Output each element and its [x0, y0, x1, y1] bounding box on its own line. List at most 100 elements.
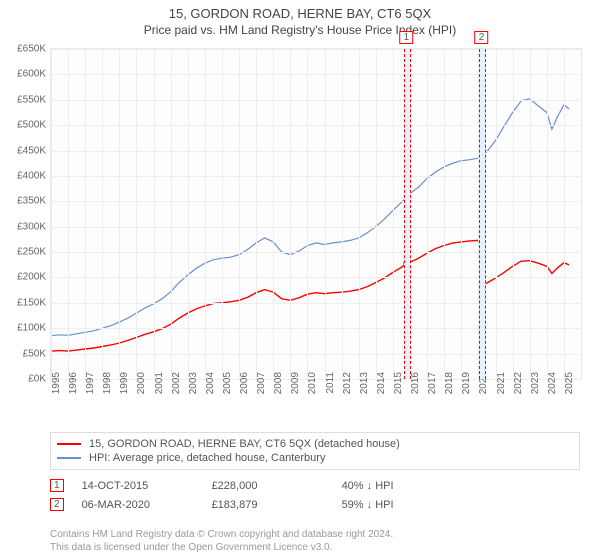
x-tick-label: 2000 [136, 372, 147, 402]
gridline-v [376, 49, 377, 379]
sale-pct: 59% ↓ HPI [342, 499, 472, 511]
gridline-v [393, 49, 394, 379]
gridline-v [461, 49, 462, 379]
x-tick-label: 2004 [205, 372, 216, 402]
y-tick-label: £300K [1, 221, 46, 232]
x-tick-label: 1998 [102, 372, 113, 402]
y-tick-label: £250K [1, 247, 46, 258]
gridline-v [496, 49, 497, 379]
gridline-h [51, 303, 581, 304]
gridline-v [205, 49, 206, 379]
gridline-v [307, 49, 308, 379]
series-line [51, 99, 569, 336]
gridline-v [154, 49, 155, 379]
chart-subtitle: Price paid vs. HM Land Registry's House … [0, 21, 600, 41]
x-tick-label: 2021 [496, 372, 507, 402]
legend-label: HPI: Average price, detached house, Cant… [89, 452, 325, 464]
gridline-v [427, 49, 428, 379]
gridline-h [51, 252, 581, 253]
y-tick-label: £100K [1, 323, 46, 334]
x-tick-label: 2003 [188, 372, 199, 402]
sale-row: 114-OCT-2015£228,00040% ↓ HPI [50, 476, 580, 495]
x-tick-label: 1995 [51, 372, 62, 402]
legend-swatch [57, 457, 81, 459]
gridline-h [51, 227, 581, 228]
gridline-h [51, 74, 581, 75]
line-layer [51, 49, 581, 379]
x-tick-label: 2007 [256, 372, 267, 402]
gridline-h [51, 277, 581, 278]
y-tick-label: £0K [1, 374, 46, 385]
sale-band-label: 2 [475, 31, 489, 44]
y-tick-label: £200K [1, 272, 46, 283]
gridline-v [273, 49, 274, 379]
gridline-v [239, 49, 240, 379]
y-tick-label: £50K [1, 348, 46, 359]
sale-price: £183,879 [212, 499, 342, 511]
y-tick-label: £400K [1, 170, 46, 181]
gridline-v [256, 49, 257, 379]
footer-text: Contains HM Land Registry data © Crown c… [50, 528, 580, 554]
x-tick-label: 2017 [427, 372, 438, 402]
gridline-h [51, 100, 581, 101]
gridline-h [51, 201, 581, 202]
legend-label: 15, GORDON ROAD, HERNE BAY, CT6 5QX (det… [89, 438, 400, 450]
gridline-v [68, 49, 69, 379]
legend-swatch [57, 443, 81, 445]
x-tick-label: 2010 [307, 372, 318, 402]
gridline-v [85, 49, 86, 379]
x-tick-label: 2011 [325, 372, 336, 402]
sale-price: £228,000 [212, 480, 342, 492]
sales-table: 114-OCT-2015£228,00040% ↓ HPI206-MAR-202… [50, 476, 580, 514]
gridline-v [136, 49, 137, 379]
footer-line1: Contains HM Land Registry data © Crown c… [50, 528, 580, 541]
sale-date: 14-OCT-2015 [82, 480, 212, 492]
chart-title: 15, GORDON ROAD, HERNE BAY, CT6 5QX [0, 0, 600, 21]
legend-row: HPI: Average price, detached house, Cant… [57, 451, 573, 465]
x-tick-label: 2018 [444, 372, 455, 402]
footer-line2: This data is licensed under the Open Gov… [50, 541, 580, 554]
y-tick-label: £350K [1, 196, 46, 207]
gridline-v [359, 49, 360, 379]
x-tick-label: 2006 [239, 372, 250, 402]
gridline-v [119, 49, 120, 379]
x-tick-label: 2016 [410, 372, 421, 402]
series-line [51, 240, 569, 351]
x-tick-label: 2015 [393, 372, 404, 402]
gridline-v [513, 49, 514, 379]
x-tick-label: 2023 [530, 372, 541, 402]
gridline-v [290, 49, 291, 379]
legend: 15, GORDON ROAD, HERNE BAY, CT6 5QX (det… [50, 432, 580, 470]
chart-container: 15, GORDON ROAD, HERNE BAY, CT6 5QX Pric… [0, 0, 600, 560]
gridline-h [51, 354, 581, 355]
gridline-v [188, 49, 189, 379]
gridline-v [564, 49, 565, 379]
x-tick-label: 2025 [564, 372, 575, 402]
x-tick-label: 1997 [85, 372, 96, 402]
gridline-v [102, 49, 103, 379]
gridline-v [325, 49, 326, 379]
y-tick-label: £600K [1, 69, 46, 80]
gridline-v [530, 49, 531, 379]
gridline-v [342, 49, 343, 379]
gridline-h [51, 125, 581, 126]
gridline-v [222, 49, 223, 379]
y-tick-label: £150K [1, 297, 46, 308]
y-tick-label: £450K [1, 145, 46, 156]
x-tick-label: 2014 [376, 372, 387, 402]
gridline-h [51, 328, 581, 329]
x-tick-label: 2009 [290, 372, 301, 402]
legend-row: 15, GORDON ROAD, HERNE BAY, CT6 5QX (det… [57, 437, 573, 451]
sale-row: 206-MAR-2020£183,87959% ↓ HPI [50, 495, 580, 514]
x-tick-label: 2001 [154, 372, 165, 402]
gridline-h [51, 151, 581, 152]
sale-index: 2 [50, 498, 64, 511]
y-tick-label: £650K [1, 44, 46, 55]
x-tick-label: 2008 [273, 372, 284, 402]
sale-index: 1 [50, 479, 64, 492]
sale-band [479, 49, 485, 379]
x-tick-label: 2005 [222, 372, 233, 402]
sale-band-label: 1 [400, 31, 414, 44]
x-tick-label: 2012 [342, 372, 353, 402]
x-tick-label: 1996 [68, 372, 79, 402]
